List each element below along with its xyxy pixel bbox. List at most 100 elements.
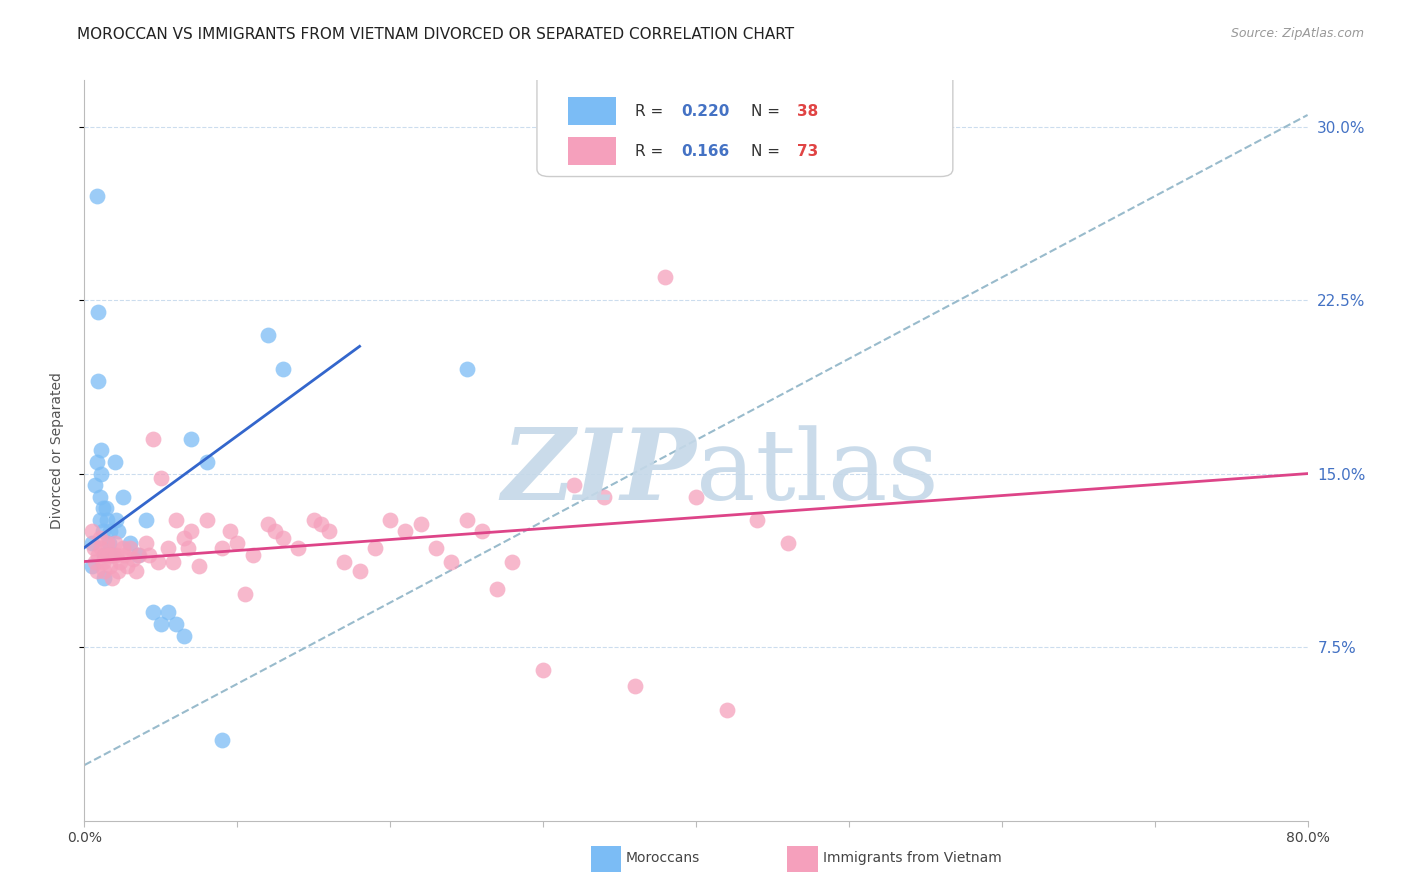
Point xyxy=(98,559,121,574)
Text: MOROCCAN VS IMMIGRANTS FROM VIETNAM DIVORCED OR SEPARATED CORRELATION CHART: MOROCCAN VS IMMIGRANTS FROM VIETNAM DIVO… xyxy=(77,27,794,42)
Point xyxy=(747,513,769,527)
Point xyxy=(89,513,111,527)
Point xyxy=(122,552,145,566)
Text: R =: R = xyxy=(636,103,668,119)
Point xyxy=(180,524,202,539)
Point xyxy=(84,478,107,492)
Text: ZIP: ZIP xyxy=(501,425,696,521)
Point xyxy=(98,524,121,539)
Point xyxy=(685,490,707,504)
Point xyxy=(242,548,264,562)
Point xyxy=(142,606,165,620)
Point xyxy=(93,548,115,562)
Point xyxy=(83,541,105,555)
Point xyxy=(120,536,142,550)
Point xyxy=(157,541,180,555)
Y-axis label: Divorced or Separated: Divorced or Separated xyxy=(49,372,63,529)
Point xyxy=(188,559,211,574)
Point xyxy=(471,524,494,539)
Point xyxy=(593,490,616,504)
Point xyxy=(89,532,111,546)
Point xyxy=(94,501,117,516)
Point xyxy=(716,703,738,717)
Point xyxy=(195,455,218,469)
Point xyxy=(562,478,585,492)
Point xyxy=(87,548,110,562)
Text: Source: ZipAtlas.com: Source: ZipAtlas.com xyxy=(1230,27,1364,40)
Point xyxy=(211,732,233,747)
Point xyxy=(127,548,149,562)
FancyBboxPatch shape xyxy=(537,73,953,177)
Point xyxy=(86,189,108,203)
Point xyxy=(120,541,142,555)
Point xyxy=(271,532,294,546)
Point xyxy=(502,554,524,569)
Point xyxy=(349,564,371,578)
Point xyxy=(409,517,432,532)
Point xyxy=(80,559,103,574)
Point xyxy=(157,606,180,620)
Point xyxy=(162,554,184,569)
Point xyxy=(654,269,676,284)
Point xyxy=(456,513,478,527)
Point xyxy=(149,471,172,485)
Point xyxy=(165,617,187,632)
Point xyxy=(135,536,157,550)
Point xyxy=(531,663,554,677)
Point xyxy=(624,680,647,694)
Bar xyxy=(568,97,616,126)
Point xyxy=(90,541,112,555)
Point xyxy=(104,536,127,550)
Point xyxy=(97,548,120,562)
Point xyxy=(80,536,103,550)
Point xyxy=(91,501,114,516)
Point xyxy=(87,374,110,388)
Point xyxy=(105,513,128,527)
Bar xyxy=(568,137,616,165)
Point xyxy=(173,628,195,642)
Point xyxy=(93,564,115,578)
Point xyxy=(165,513,187,527)
Point xyxy=(211,541,233,555)
Point xyxy=(101,571,124,585)
Point xyxy=(257,327,280,342)
Text: N =: N = xyxy=(751,144,785,159)
Point xyxy=(486,582,509,597)
Text: 0.220: 0.220 xyxy=(682,103,730,119)
Point xyxy=(287,541,309,555)
Point xyxy=(108,554,131,569)
Text: 38: 38 xyxy=(797,103,818,119)
Point xyxy=(107,524,129,539)
Point xyxy=(93,571,115,585)
Point xyxy=(195,513,218,527)
Point xyxy=(440,554,463,569)
Point xyxy=(318,524,340,539)
Point xyxy=(257,517,280,532)
Point xyxy=(115,559,138,574)
Point xyxy=(97,536,120,550)
Point xyxy=(104,455,127,469)
Point xyxy=(107,564,129,578)
Point xyxy=(94,548,117,562)
Text: R =: R = xyxy=(636,144,668,159)
Point xyxy=(142,432,165,446)
Point xyxy=(333,554,356,569)
Text: 0.166: 0.166 xyxy=(682,144,730,159)
Text: 73: 73 xyxy=(797,144,818,159)
Point xyxy=(271,362,294,376)
Point xyxy=(91,554,114,569)
Text: atlas: atlas xyxy=(696,425,939,521)
Point xyxy=(86,455,108,469)
Point xyxy=(173,532,195,546)
Bar xyxy=(591,846,621,872)
Point xyxy=(96,513,118,527)
Bar xyxy=(787,846,818,872)
Point xyxy=(776,536,799,550)
Point xyxy=(90,443,112,458)
Text: N =: N = xyxy=(751,103,785,119)
Point xyxy=(96,536,118,550)
Point xyxy=(149,617,172,632)
Point xyxy=(101,548,124,562)
Point xyxy=(80,524,103,539)
Point xyxy=(226,536,249,550)
